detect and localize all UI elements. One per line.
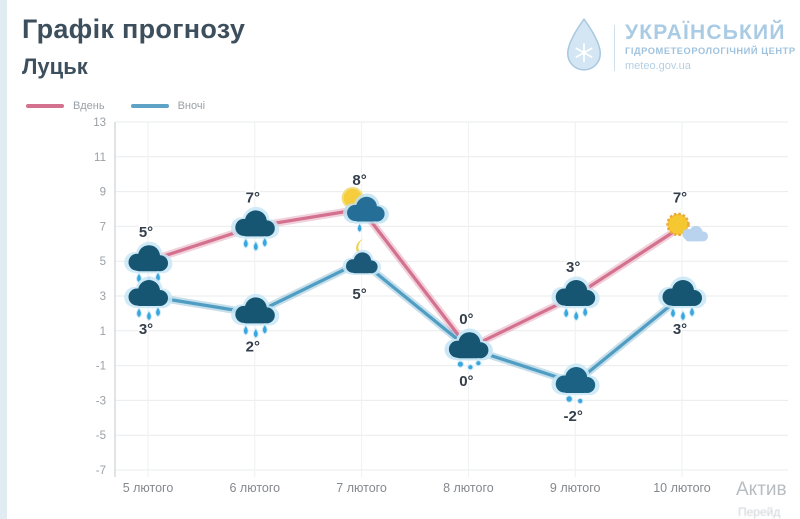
chart-legend: Вдень Вночі bbox=[26, 100, 231, 112]
org-name: УКРАЇНСЬКИЙ bbox=[625, 21, 786, 45]
page-title: Графік прогнозу bbox=[22, 14, 246, 44]
weather-icon-moon-behind-cloud bbox=[342, 239, 382, 275]
weather-icon-rain-cloud bbox=[658, 276, 707, 322]
day-line bbox=[146, 207, 684, 350]
org-subtitle: гідрометеорологічний центр bbox=[625, 46, 796, 57]
x-axis-label: 5 лютого bbox=[123, 481, 174, 495]
y-tick-label: 7 bbox=[100, 221, 106, 233]
org-website: meteo.gov.ua bbox=[625, 60, 691, 73]
temperature-label-day: 3° bbox=[566, 259, 580, 276]
temperature-label-day: 0° bbox=[459, 311, 473, 328]
logo-divider bbox=[614, 24, 615, 71]
y-tick-label: 3 bbox=[100, 291, 106, 303]
legend-night-label: Вночі bbox=[177, 100, 206, 112]
y-tick-label: 1 bbox=[100, 326, 106, 338]
weather-icon-sun-with-cloud bbox=[666, 212, 708, 242]
weather-icon-sun-behind-rain-cloud bbox=[341, 187, 389, 233]
weather-icon-rain-cloud bbox=[231, 293, 280, 339]
x-axis-label: 8 лютого bbox=[443, 481, 494, 495]
temperature-label-night: -2° bbox=[564, 408, 583, 425]
x-axis-label: 10 лютого bbox=[653, 481, 711, 495]
left-edge-strip bbox=[0, 0, 7, 519]
y-tick-label: -3 bbox=[96, 395, 106, 407]
weather-icon-snow-cloud bbox=[551, 363, 600, 405]
temperature-label-night: 2° bbox=[246, 338, 260, 355]
weather-icon-rain-cloud bbox=[124, 276, 173, 322]
x-axis-label: 9 лютого bbox=[550, 481, 601, 495]
y-tick-label: 5 bbox=[100, 256, 106, 268]
temperature-label-day: 7° bbox=[246, 189, 260, 206]
water-drop-snowflake-icon bbox=[562, 16, 606, 79]
legend-night-line-swatch bbox=[130, 104, 169, 108]
x-axis-label: 7 лютого bbox=[336, 481, 387, 495]
org-logo: УКРАЇНСЬКИЙ гідрометеорологічний центр m… bbox=[562, 16, 796, 79]
page-city: Луцьк bbox=[22, 54, 88, 79]
logo-text-block: УКРАЇНСЬКИЙ гідрометеорологічний центр m… bbox=[625, 22, 796, 72]
weather-icon-rain-cloud bbox=[231, 206, 280, 252]
legend-day-label: Вдень bbox=[73, 100, 105, 112]
legend-day-line-swatch bbox=[26, 104, 64, 108]
y-tick-label: -7 bbox=[96, 465, 106, 477]
temperature-label-night: 3° bbox=[139, 321, 153, 338]
temperature-label-night: 5° bbox=[352, 286, 366, 303]
activation-watermark-line2: Перейд bbox=[738, 505, 781, 519]
weather-icon-sleet-cloud bbox=[444, 328, 493, 371]
weather-icon-rain-cloud bbox=[551, 276, 600, 322]
temperature-label-day: 5° bbox=[139, 224, 153, 241]
activation-watermark-line1: Актив bbox=[736, 479, 787, 500]
temperature-label-day: 7° bbox=[673, 189, 687, 206]
temperature-label-night: 3° bbox=[673, 321, 687, 338]
y-tick-label: 9 bbox=[100, 187, 106, 199]
weather-icon-rain-cloud bbox=[124, 241, 173, 287]
temperature-label-day: 8° bbox=[352, 172, 366, 189]
y-tick-label: -1 bbox=[96, 361, 106, 373]
y-tick-label: 11 bbox=[94, 152, 106, 164]
temperature-label-night: 0° bbox=[459, 373, 473, 390]
y-tick-label: 13 bbox=[93, 117, 106, 129]
y-tick-label: -5 bbox=[96, 430, 106, 442]
x-axis-label: 6 лютого bbox=[230, 481, 281, 495]
